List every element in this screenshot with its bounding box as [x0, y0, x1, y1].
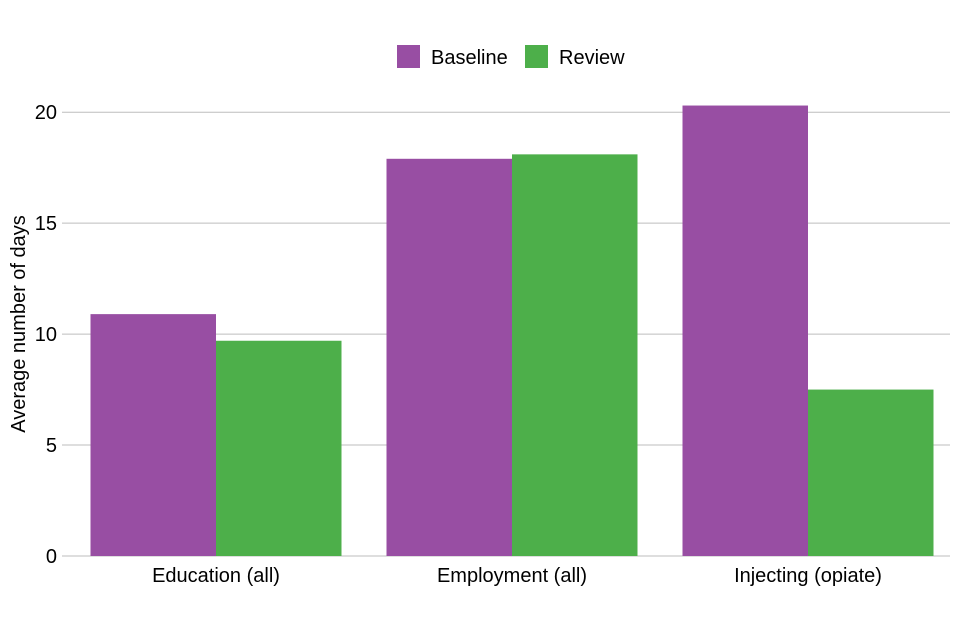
x-tick-label: Employment (all)	[437, 565, 587, 587]
y-axis: 0 5 10 15 20	[35, 102, 57, 568]
legend-label-review: Review	[559, 47, 625, 69]
y-tick-label: 20	[35, 102, 57, 124]
legend: Baseline Review	[397, 45, 625, 69]
x-axis: Education (all) Employment (all) Injecting…	[152, 565, 882, 587]
y-tick-label: 10	[35, 324, 57, 346]
y-tick-label: 0	[46, 546, 57, 568]
bar-review-3	[808, 389, 934, 556]
bar-review-2	[512, 154, 638, 556]
bar-baseline-3	[682, 105, 808, 557]
y-tick-label: 15	[35, 213, 57, 235]
x-tick-label: Education (all)	[152, 565, 280, 587]
legend-swatch-baseline	[397, 45, 420, 68]
y-axis-title: Average number of days	[8, 215, 30, 433]
y-tick-label: 5	[46, 435, 57, 457]
x-tick-label: Injecting (opiate)	[734, 565, 882, 587]
legend-swatch-review	[525, 45, 548, 68]
legend-label-baseline: Baseline	[431, 47, 508, 69]
bar-review-1	[216, 340, 342, 556]
bar-baseline-1	[90, 314, 216, 556]
bars	[90, 105, 934, 557]
bar-baseline-2	[386, 158, 512, 557]
